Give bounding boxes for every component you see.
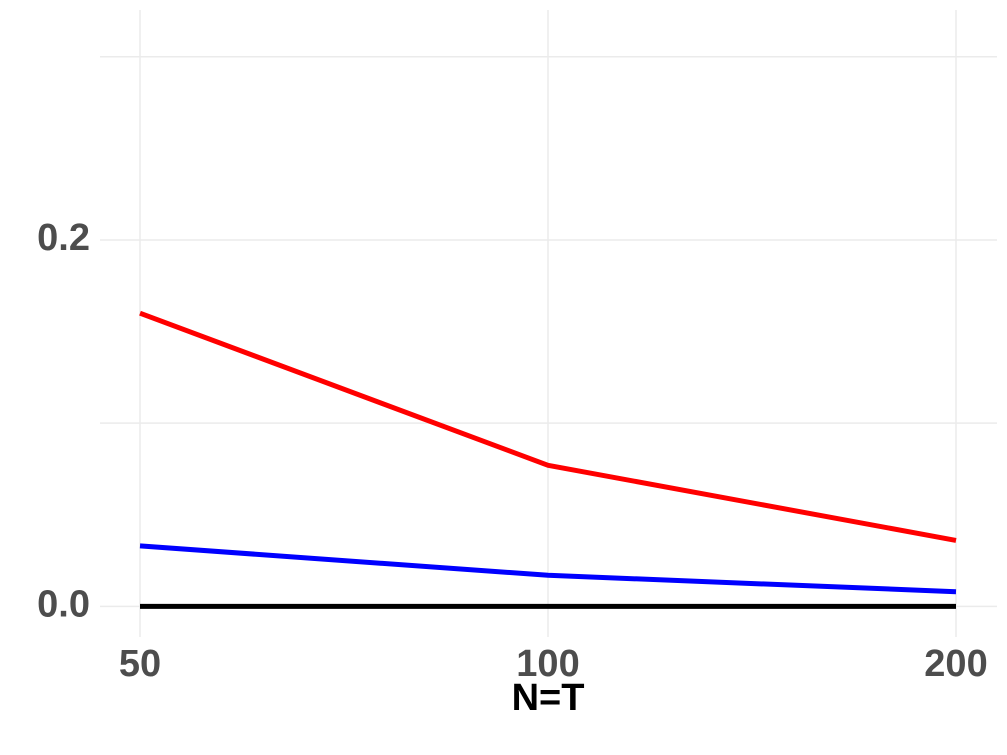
x-tick-label: 200 xyxy=(924,643,987,685)
y-tick-label: 0.0 xyxy=(37,583,90,625)
series-layer xyxy=(139,310,957,609)
x-tick-label: 50 xyxy=(119,643,161,685)
series-line-1 xyxy=(139,310,957,543)
x-tick-label: 100 xyxy=(516,643,579,685)
x-tick-labels: 50 100 200 xyxy=(119,643,988,685)
y-tick-labels: 0.0 0.2 xyxy=(37,217,90,625)
grid-layer xyxy=(100,10,997,637)
series-line-2 xyxy=(139,543,957,595)
x-axis-title: N=T xyxy=(512,677,585,719)
y-tick-label: 0.2 xyxy=(37,217,90,259)
